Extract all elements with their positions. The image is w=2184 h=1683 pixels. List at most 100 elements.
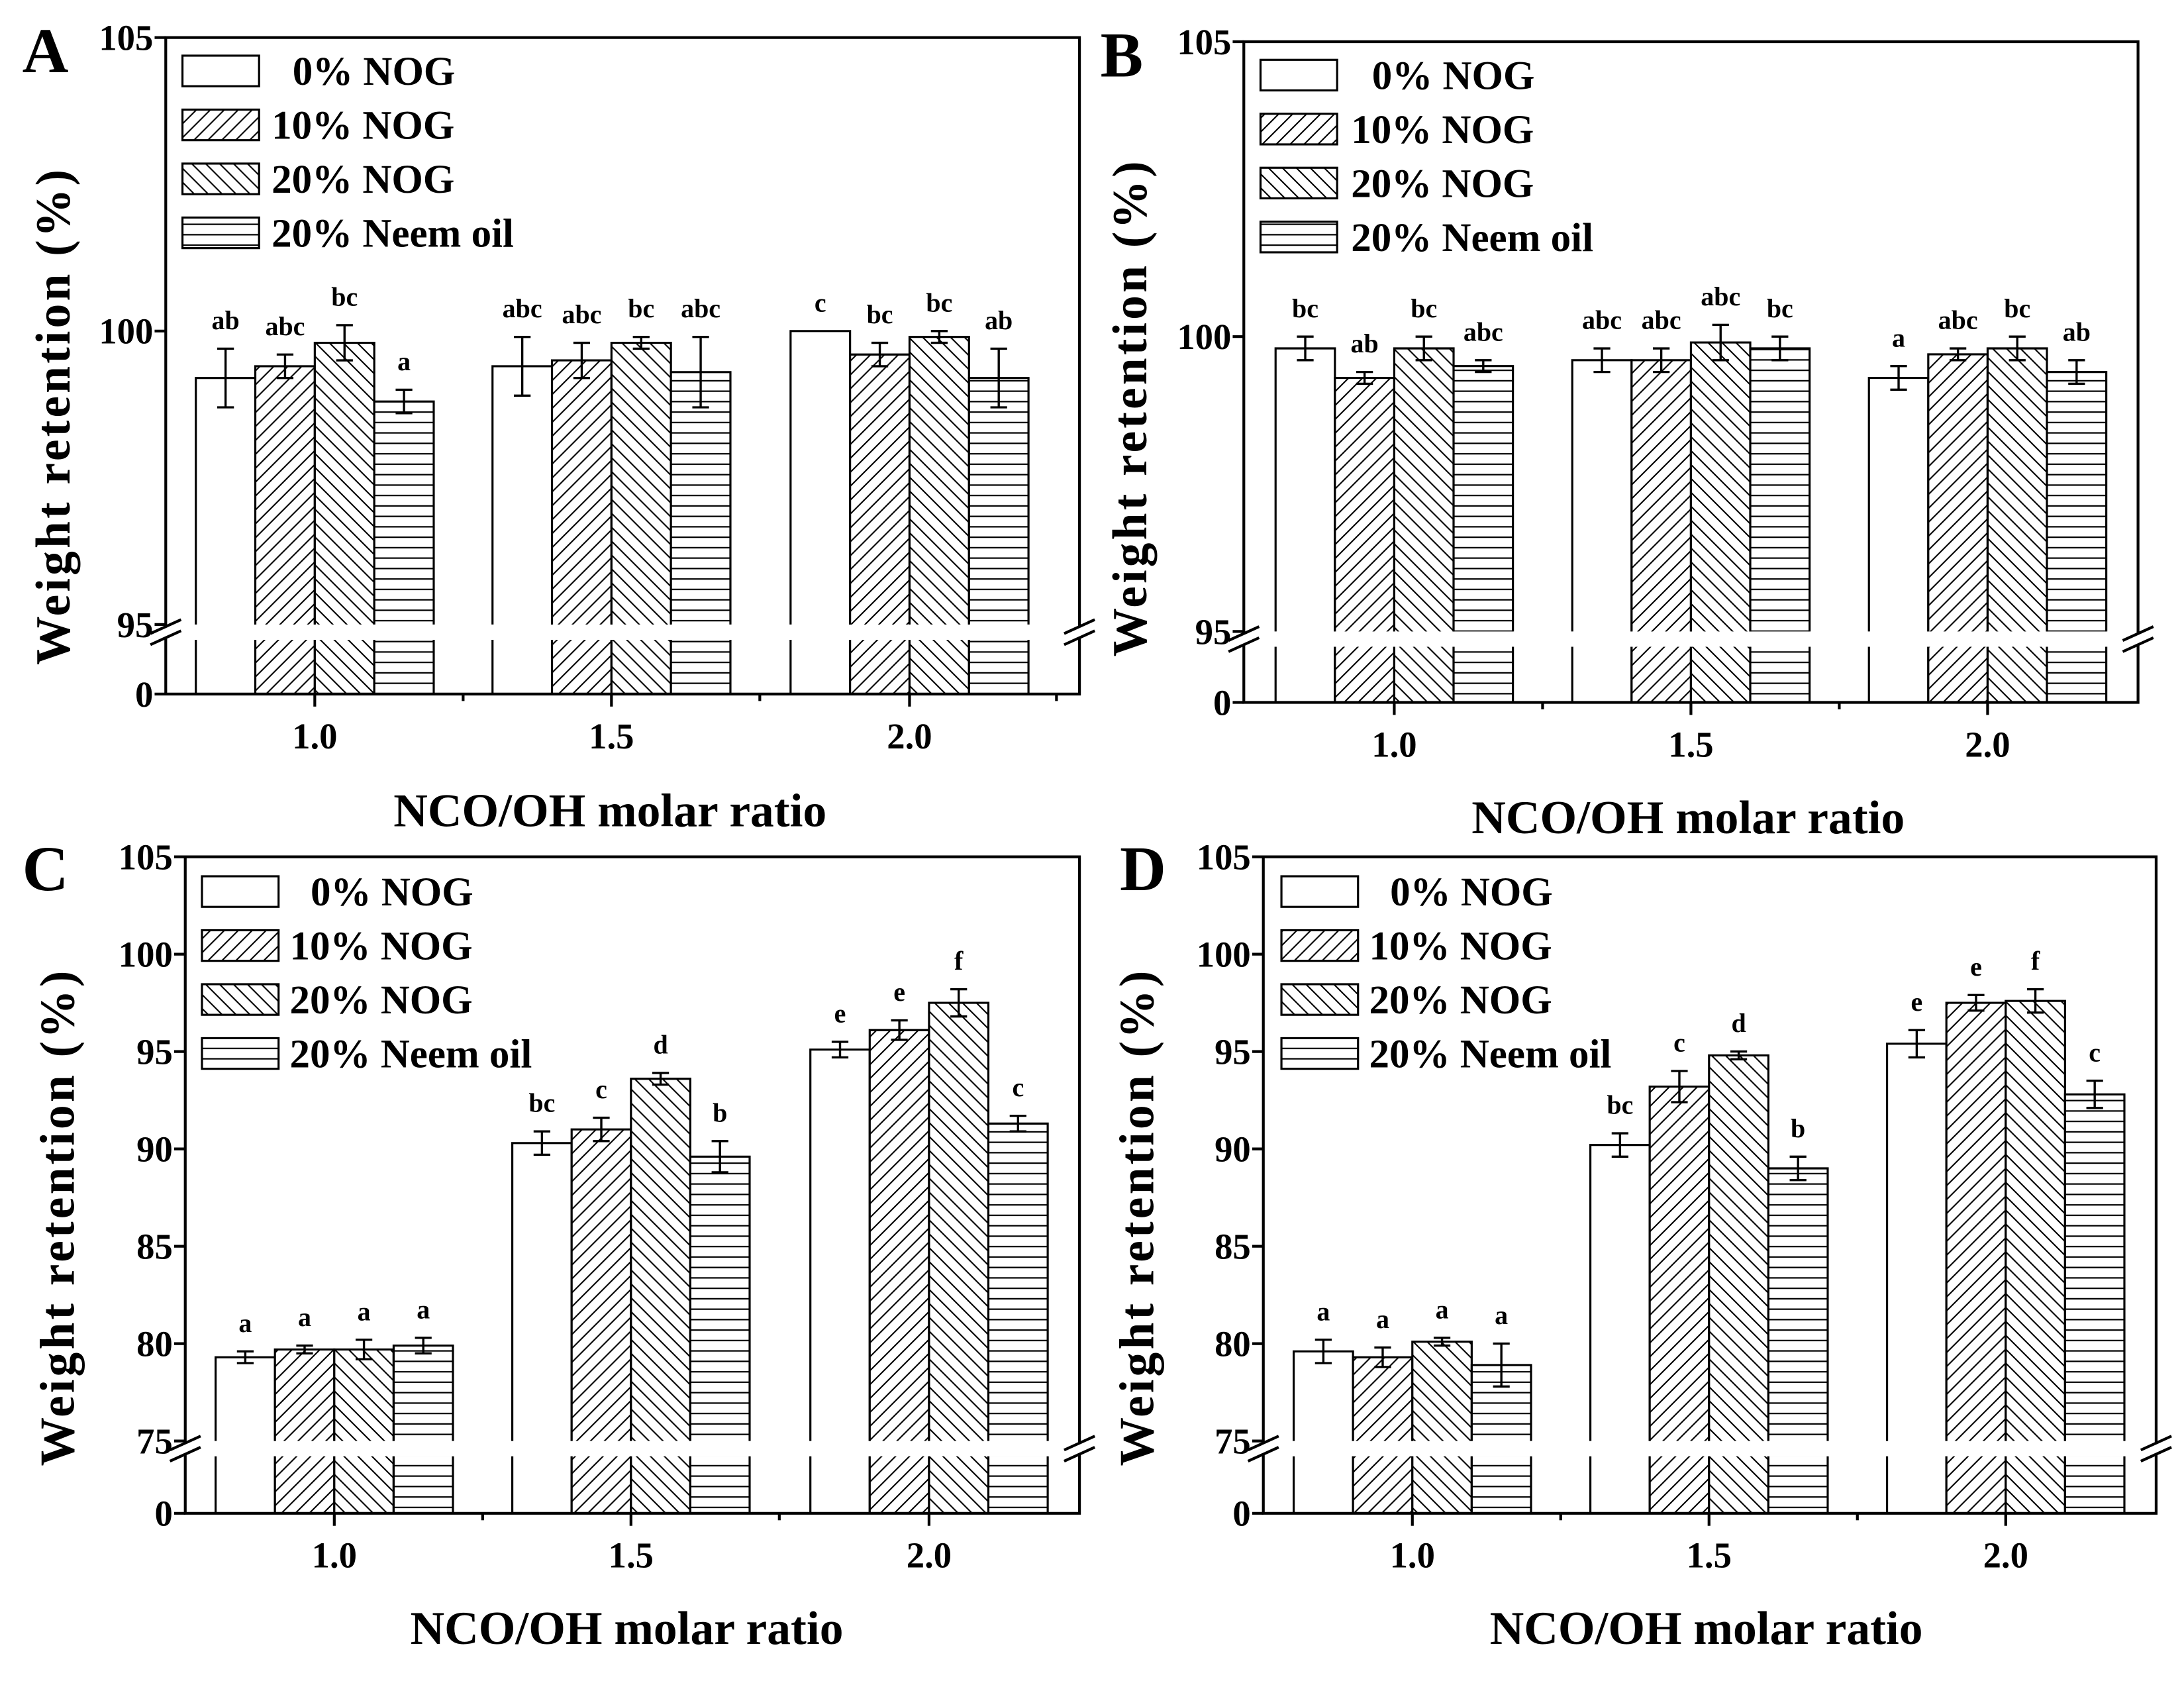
- significance-letter: bc: [926, 287, 952, 317]
- bar-fill-lower: [869, 1456, 929, 1513]
- legend-label: 10% NOG: [289, 925, 472, 969]
- legend-swatch: [1280, 875, 1360, 908]
- bar-fill-lower: [790, 640, 850, 694]
- panel-label: D: [1120, 833, 1166, 904]
- bar-fill-lower: [1987, 646, 2048, 703]
- bar: [1334, 376, 1395, 703]
- significance-letter: abc: [1464, 317, 1503, 346]
- legend-label: 20% NOG: [1351, 162, 1534, 206]
- bar: [968, 377, 1030, 694]
- y-tick-label: 105: [99, 18, 153, 58]
- bar-fill-lower: [909, 640, 969, 694]
- bar-fill-upper: [1887, 1043, 1947, 1441]
- legend-swatch: [181, 162, 260, 195]
- bar-fill-lower: [334, 1456, 394, 1513]
- y-tick-label: 105: [1177, 22, 1231, 62]
- bar: [313, 341, 375, 694]
- bar-fill-upper: [1709, 1055, 1769, 1441]
- axes: 105 100 95 90 85 80 75 0 1.0 1.5 2.0: [1197, 837, 2172, 1576]
- x-tick-label: 2.0: [887, 716, 932, 756]
- error-bar: [1908, 1029, 1925, 1059]
- error-bar: [336, 324, 353, 362]
- bar-fill-lower: [1631, 646, 1691, 703]
- bar: [987, 1122, 1049, 1513]
- bar: [1749, 347, 1811, 703]
- legend: 0% NOG 10% NOG 20% NOG 20% Neem oil: [1280, 870, 1612, 1077]
- x-tick-label: 1.0: [1390, 1535, 1435, 1576]
- bar-fill-lower: [1709, 1456, 1769, 1513]
- x-tick-label: 1.5: [1668, 724, 1713, 764]
- bar-fill-lower: [1572, 646, 1632, 703]
- bar-fill-upper: [1946, 1003, 2006, 1441]
- significance-letter: a: [417, 1294, 430, 1324]
- legend-swatch: [201, 929, 280, 962]
- bar: [1274, 347, 1336, 703]
- significance-letter: ab: [2063, 317, 2091, 346]
- bar: [392, 1344, 454, 1513]
- legend-label: 10% NOG: [1369, 925, 1552, 969]
- legend: 0% NOG 10% NOG 20% NOG 20% Neem oil: [201, 870, 532, 1077]
- significance-letter: a: [1436, 1294, 1449, 1324]
- significance-letter: f: [954, 946, 964, 976]
- error-bar: [1374, 1346, 1391, 1368]
- bar-fill-lower: [1353, 1456, 1413, 1513]
- bar-fill-upper: [790, 331, 850, 625]
- bar: [511, 1142, 573, 1513]
- bar-fill-upper: [690, 1156, 750, 1441]
- y-axis-title: Weight retention (%): [1109, 968, 1164, 1466]
- bar-fill-upper: [1590, 1145, 1650, 1441]
- bar-fill-upper: [1412, 1341, 1472, 1441]
- legend-label: 10% NOG: [272, 104, 454, 148]
- bar-fill-lower: [255, 640, 315, 694]
- axis-break-mark: [1064, 1435, 1096, 1462]
- error-bar: [533, 1130, 551, 1156]
- y-axis-title: Weight retention (%): [1103, 158, 1157, 656]
- bar-fill-lower: [928, 1456, 989, 1513]
- y-tick-label: 80: [1215, 1324, 1251, 1364]
- error-bar: [1712, 323, 1729, 362]
- bar: [1867, 376, 1930, 703]
- y-axis-title: Weight retention (%): [26, 167, 80, 665]
- legend-swatch: [1259, 221, 1338, 254]
- error-bar: [593, 1116, 610, 1143]
- error-bar: [1967, 994, 1985, 1012]
- error-bar: [1475, 359, 1492, 374]
- x-axis-title: NCO/OH molar ratio: [393, 784, 826, 837]
- bar-fill-upper: [1353, 1357, 1413, 1441]
- y-tick-label: 0: [1213, 682, 1231, 723]
- error-bar: [395, 388, 413, 415]
- legend-label: 10% NOG: [1351, 108, 1534, 152]
- x-axis-title: NCO/OH molar ratio: [1490, 1602, 1923, 1655]
- significance-letter: abc: [562, 299, 601, 329]
- error-bar: [950, 988, 968, 1018]
- bar-fill-lower: [969, 640, 1029, 694]
- significance-letter: f: [2031, 946, 2040, 976]
- significance-letter: bc: [1767, 293, 1793, 323]
- bar: [1352, 1356, 1414, 1513]
- y-tick-label: 95: [1195, 611, 1232, 652]
- error-bar: [2086, 1080, 2103, 1109]
- bar-fill-upper: [1631, 360, 1691, 632]
- error-bar: [296, 1344, 313, 1354]
- error-bar: [1789, 1155, 1807, 1182]
- bar-fill-lower: [1293, 1456, 1354, 1513]
- bar-fill-lower: [2005, 1456, 2065, 1513]
- significance-letter: c: [595, 1074, 607, 1104]
- error-bar: [891, 1019, 908, 1041]
- error-bar: [1611, 1132, 1628, 1158]
- panel-label: A: [23, 15, 69, 86]
- significance-letter: a: [238, 1308, 252, 1338]
- y-tick-label: 95: [1215, 1032, 1251, 1072]
- error-bar: [1730, 1050, 1748, 1061]
- bar-fill-upper: [1275, 348, 1335, 632]
- bar-fill-upper: [1869, 378, 1928, 632]
- bar-fill-lower: [374, 640, 434, 694]
- legend-label: 20% Neem oil: [1369, 1033, 1612, 1077]
- bar: [1411, 1341, 1473, 1513]
- y-tick-label: 95: [117, 605, 154, 645]
- bar-fill-lower: [1590, 1456, 1650, 1513]
- legend-swatch: [1280, 929, 1360, 962]
